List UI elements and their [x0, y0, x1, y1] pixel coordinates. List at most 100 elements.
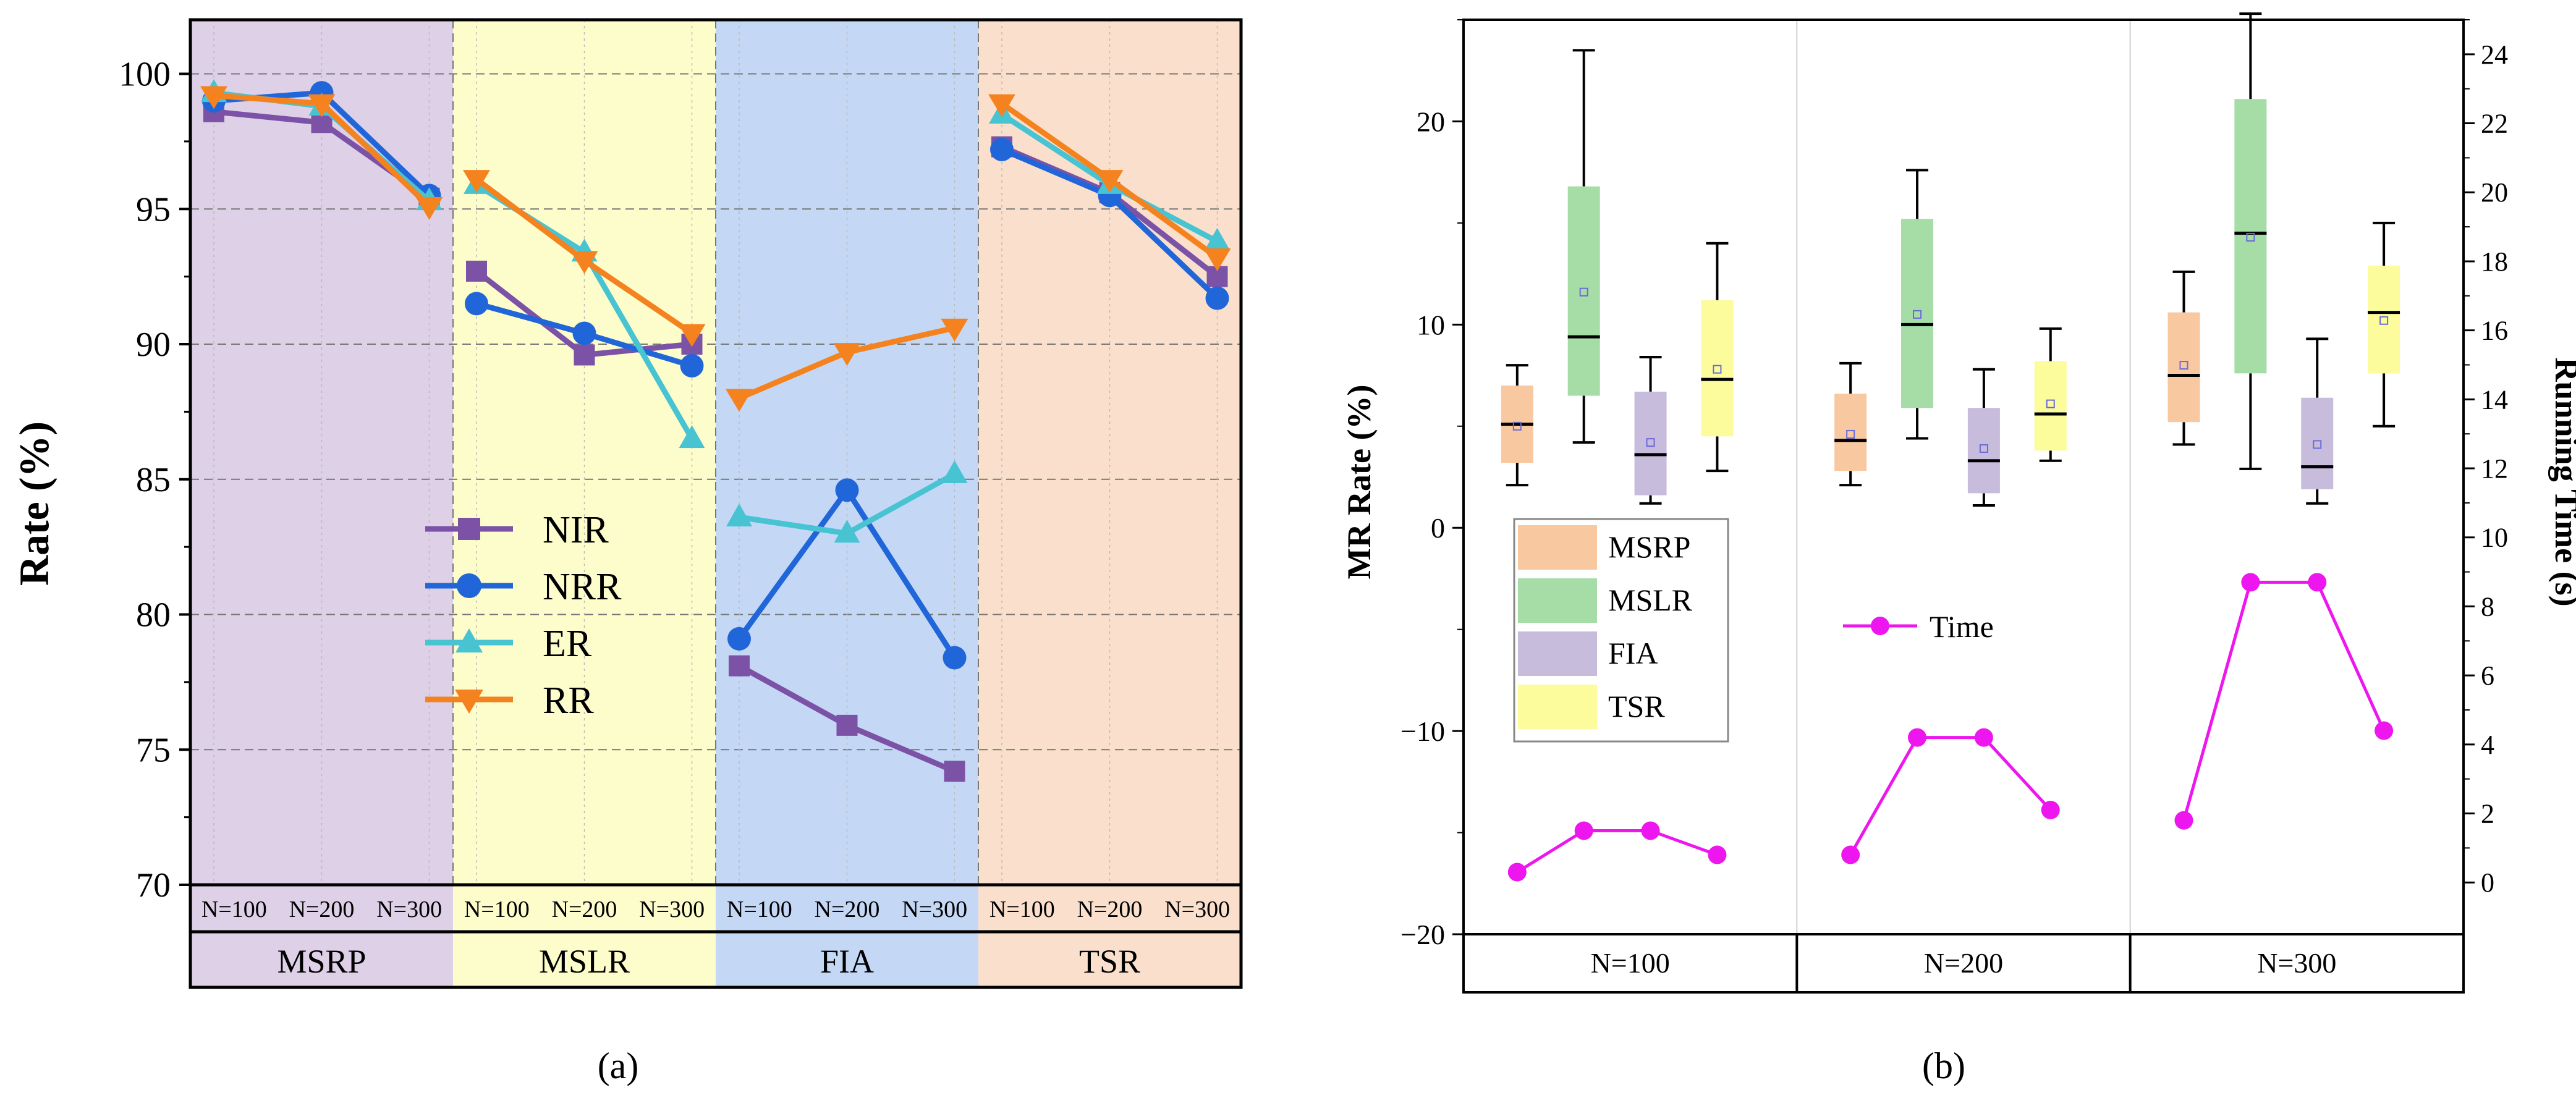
point-nrr: [989, 138, 1014, 161]
point-rr: [570, 251, 598, 274]
mean-marker-tsr: [2046, 399, 2055, 408]
legend-marker: [457, 573, 481, 598]
point-er: [679, 425, 705, 449]
point-nrr: [727, 627, 751, 651]
box-fia: [1967, 408, 2000, 494]
y-right-tick-label: 14: [2481, 384, 2508, 415]
grid-lines: [190, 20, 1241, 885]
point-rr: [308, 94, 336, 117]
axes: [179, 18, 1243, 989]
y-right-tick-label: 12: [2481, 454, 2508, 484]
category-label: N=200: [1077, 897, 1143, 922]
category-label: N=300: [639, 897, 705, 922]
legend-label: NIR: [543, 509, 609, 551]
y-right-tick-label: 6: [2481, 661, 2494, 691]
caption-b: (b): [1922, 1045, 1965, 1086]
y-tick-label: 20: [1417, 106, 1445, 137]
group-label: MSRP: [277, 943, 366, 980]
point-nir: [728, 655, 750, 677]
point-rr: [200, 86, 227, 109]
category-label: N=100: [989, 897, 1055, 922]
legend-label: RR: [543, 680, 594, 722]
time-point: [1841, 845, 1860, 864]
y-right-tick-label: 22: [2481, 109, 2508, 139]
time-point: [1507, 863, 1527, 882]
category-label: N=300: [2257, 947, 2336, 979]
y-right-tick-label: 8: [2481, 591, 2494, 622]
time-line: [1849, 736, 2052, 856]
legend: NIR NRR ER RR: [425, 509, 622, 722]
point-nir: [944, 761, 965, 782]
category-label: N=100: [464, 897, 530, 922]
point-nrr: [464, 292, 488, 316]
y-right-tick-label: 18: [2481, 247, 2508, 277]
legend-marker: [458, 518, 480, 540]
mean-marker-fia: [2313, 440, 2322, 449]
category-label: N=100: [1591, 947, 1670, 979]
mean-marker-tsr: [2379, 316, 2389, 325]
mean-marker-fia: [1979, 444, 1988, 453]
point-rr: [941, 318, 968, 342]
point-rr: [678, 324, 706, 347]
y-right-tick-label: 20: [2481, 177, 2508, 208]
category-label: N=300: [1164, 897, 1230, 922]
y-right-tick-label: 4: [2481, 730, 2494, 760]
group-labels: MSRP MSLR FIA TSR: [277, 943, 1140, 980]
y-right-tick-label: 16: [2481, 316, 2508, 346]
y-tick-label: 100: [119, 56, 171, 94]
point-nrr: [835, 478, 859, 502]
legend-swatch-tsr: [1518, 685, 1597, 729]
y-right-tick-label: 0: [2481, 867, 2494, 898]
y-tick-label: −20: [1400, 919, 1445, 950]
category-label: N=100: [727, 897, 792, 922]
y-right-tick-label: 24: [2481, 40, 2508, 70]
legend-label: ER: [543, 623, 592, 665]
y-axis-title-left: MR Rate (%): [1341, 385, 1378, 580]
category-label: N=200: [815, 897, 880, 922]
category-label: N=200: [1924, 947, 2003, 979]
category-label: N=300: [902, 897, 967, 922]
mean-marker-msrp: [1846, 429, 1855, 439]
box-mslr: [1901, 219, 1934, 408]
group-label: FIA: [820, 943, 874, 980]
y-tick-label: 10: [1417, 309, 1445, 340]
point-nir: [836, 714, 858, 736]
box-fia: [2301, 397, 2334, 489]
category-label: N=200: [552, 897, 617, 922]
legend-label: FIA: [1608, 636, 1658, 670]
plot-frame: [189, 18, 1243, 989]
time-point: [1708, 845, 1727, 864]
box-mslr: [2234, 99, 2267, 374]
y-tick-label: 0: [1431, 512, 1445, 544]
y-axis-title: Rate (%): [11, 421, 57, 586]
point-rr: [988, 94, 1015, 117]
point-er: [834, 520, 860, 543]
y-tick-label: −10: [1400, 716, 1445, 747]
mean-marker-msrp: [2179, 361, 2188, 370]
box-mslr: [1567, 186, 1600, 396]
point-rr: [1096, 170, 1124, 193]
time-legend-label: Time: [1930, 609, 1994, 644]
y-tick-label: 95: [136, 190, 171, 229]
caption-a: (a): [598, 1045, 639, 1086]
legend-swatch-mslr: [1518, 578, 1597, 623]
y-tick-label: 80: [136, 596, 171, 635]
y-right-tick-label: 10: [2481, 523, 2508, 553]
point-nir: [465, 260, 487, 282]
box-fia: [1634, 391, 1667, 496]
legend-swatch-fia: [1518, 631, 1597, 676]
mean-marker-mslr: [1913, 310, 1922, 319]
box-msrp: [2167, 312, 2200, 423]
category-label: N=100: [201, 897, 267, 922]
time-legend-marker: [1871, 617, 1889, 635]
legend-label: MSLR: [1608, 583, 1693, 617]
point-nrr: [680, 354, 704, 378]
point-nrr: [943, 646, 967, 670]
point-rr: [725, 389, 753, 412]
legend-swatch-msrp: [1518, 525, 1597, 570]
point-nrr: [572, 321, 596, 345]
group-label: MSLR: [539, 943, 630, 980]
